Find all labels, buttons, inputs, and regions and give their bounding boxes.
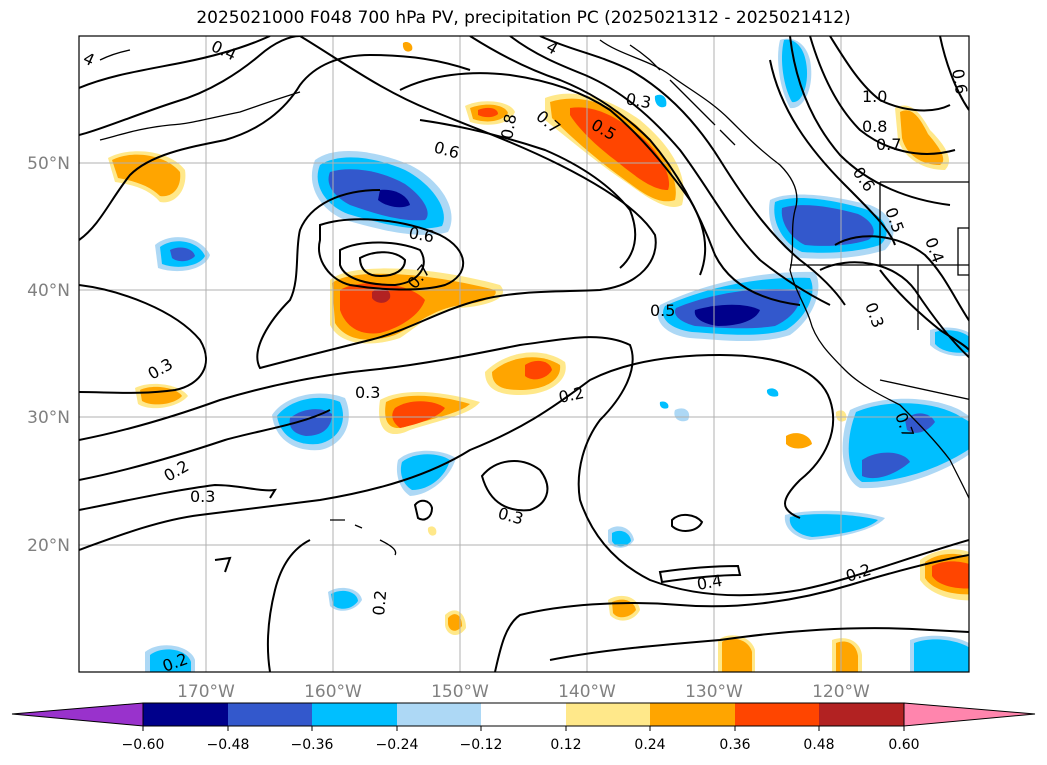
lat-label: 20°N [27, 536, 70, 556]
colorbar-extend-low [11, 702, 144, 727]
pv-contours [79, 36, 969, 672]
colorbar-tick-label: −0.60 [122, 737, 165, 753]
lon-label: 140°W [558, 682, 616, 702]
colorbar-tick-label: −0.24 [376, 737, 419, 753]
colorbar-segment [312, 703, 397, 726]
latitude-labels: 50°N 40°N 30°N 20°N [27, 154, 70, 556]
contour-label: 0.4 [695, 571, 723, 594]
longitude-labels: 170°W 160°W 150°W 140°W 130°W 120°W [177, 682, 870, 702]
colorbar-extend-high [903, 702, 1036, 727]
colorbar-segment [481, 703, 566, 726]
coastlines [99, 39, 969, 556]
colorbar-tick-label: 0.60 [888, 737, 919, 753]
contour-label: 0.5 [650, 301, 675, 320]
colorbar-tick-label: −0.12 [460, 737, 503, 753]
lat-label: 50°N [27, 154, 70, 174]
lon-label: 130°W [685, 682, 743, 702]
map-title: 2025021000 F048 700 hPa PV, precipitatio… [196, 8, 851, 28]
contour-label: 0.2 [160, 649, 190, 676]
contour-label: 0.2 [557, 383, 586, 407]
colorbar-tick-label: 0.48 [803, 737, 834, 753]
contour-label: 0.6 [407, 223, 435, 246]
colorbar-tick-label: 0.12 [550, 737, 581, 753]
colorbar-segment [228, 703, 312, 726]
colorbar-tick-label: 0.24 [634, 737, 665, 753]
map-frame [78, 35, 970, 673]
colorbar-tick-label: −0.48 [207, 737, 250, 753]
contour-label: 0.2 [369, 589, 390, 616]
colorbar: −0.60 −0.48 −0.36 −0.24 −0.12 0.12 0.24 … [11, 702, 1036, 753]
lon-label: 160°W [304, 682, 362, 702]
contour-labels: 0.4 0.3 0.5 0.6 0.6 0.7 0.8 0.7 1.0 0.8 … [80, 36, 971, 676]
colorbar-tick-label: −0.36 [291, 737, 334, 753]
contour-label: 0.6 [948, 67, 971, 95]
lon-label: 170°W [177, 682, 235, 702]
colorbar-segment [397, 703, 481, 726]
map-area: 0.4 0.3 0.5 0.6 0.6 0.7 0.8 0.7 1.0 0.8 … [79, 36, 971, 676]
contour-label: 0.3 [624, 89, 652, 112]
contour-label: 0.8 [862, 117, 887, 136]
contour-label: 0.8 [497, 112, 520, 140]
colorbar-segment [735, 703, 819, 726]
lon-label: 120°W [812, 682, 870, 702]
colorbar-segment [650, 703, 735, 726]
contour-label: 0.3 [190, 487, 215, 506]
contour-label: 0.3 [355, 383, 380, 402]
contour-label: 1.0 [862, 87, 887, 106]
contour-label: 0.7 [876, 135, 901, 154]
colorbar-segment [566, 703, 650, 726]
colorbar-segment [819, 703, 904, 726]
lon-label: 150°W [431, 682, 489, 702]
colorbar-tick-label: 0.36 [719, 737, 750, 753]
lat-label: 30°N [27, 408, 70, 428]
precip-negative-anomalies [145, 38, 969, 672]
colorbar-segment [143, 703, 228, 726]
lat-label: 40°N [27, 281, 70, 301]
